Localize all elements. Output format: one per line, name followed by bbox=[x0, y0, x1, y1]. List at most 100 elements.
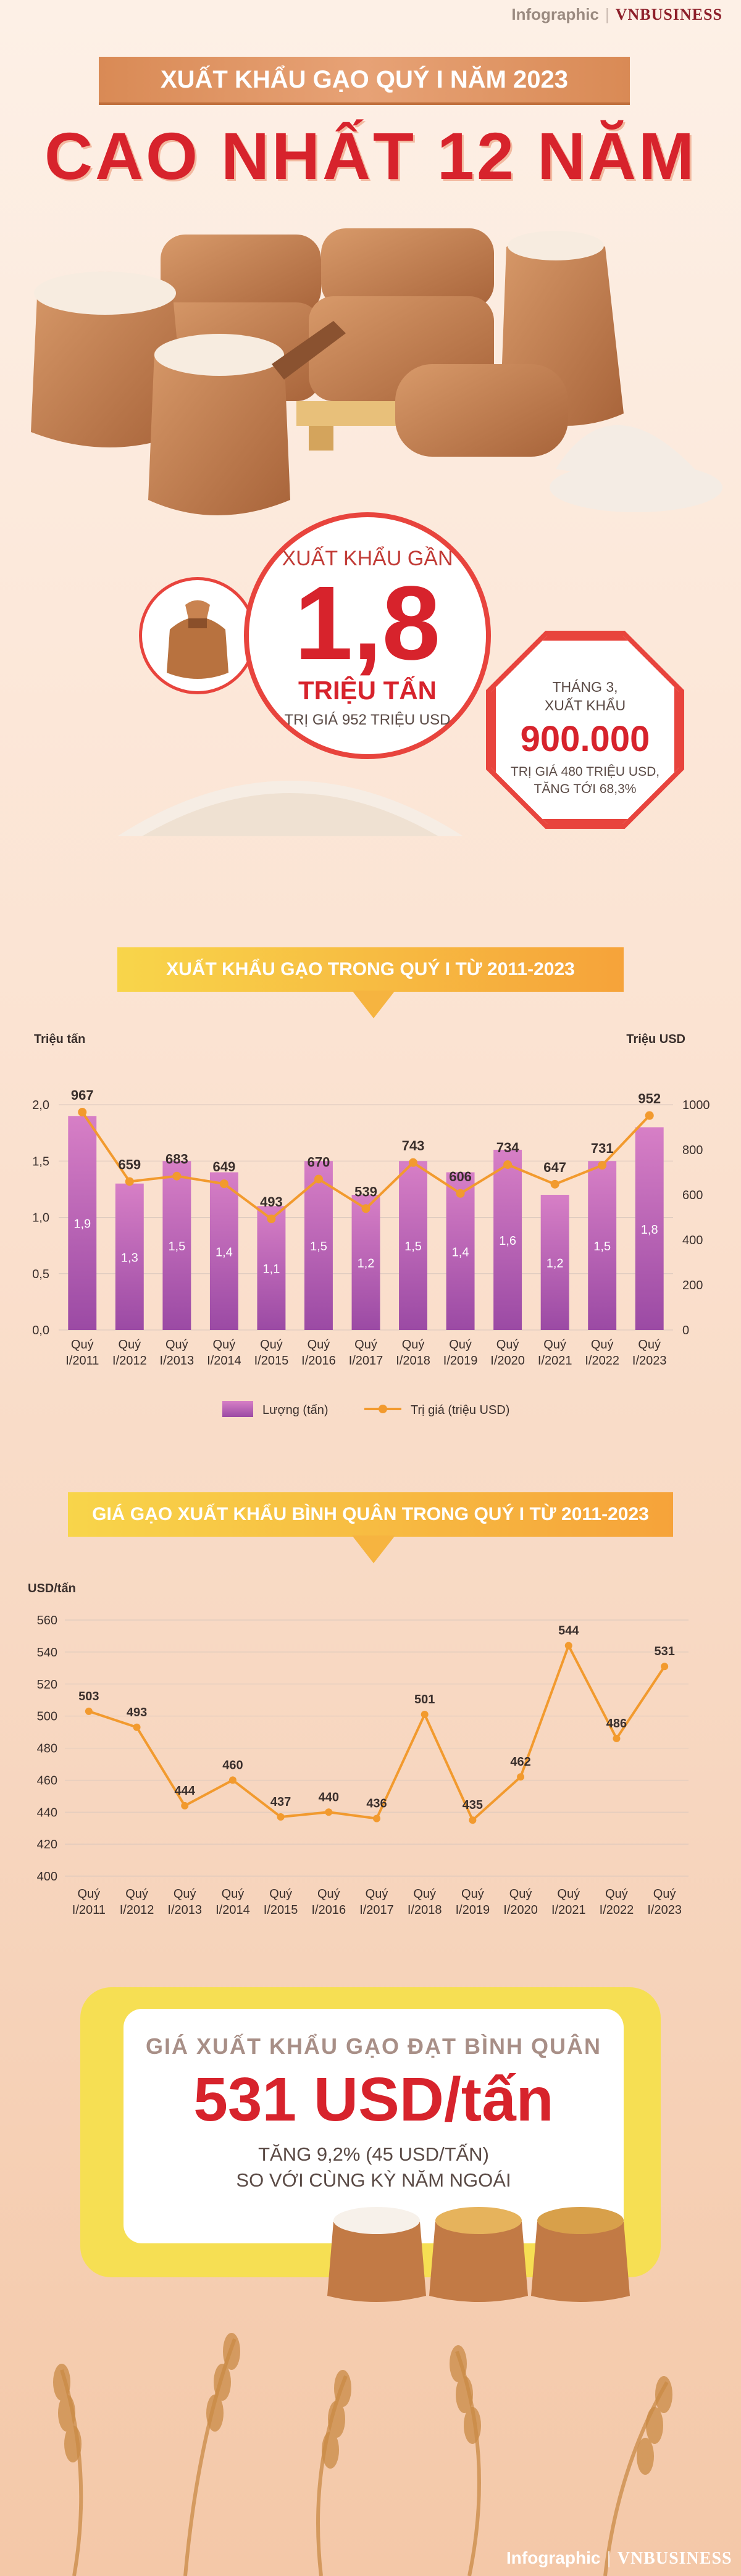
bar-volume bbox=[115, 1183, 144, 1330]
line-point bbox=[503, 1160, 513, 1170]
price-point bbox=[661, 1663, 669, 1671]
x-tick-label: Quý bbox=[402, 1338, 425, 1352]
y-tick: 480 bbox=[37, 1742, 57, 1756]
x-tick-label: Quý bbox=[78, 1887, 101, 1901]
y-tick-right: 200 bbox=[682, 1279, 703, 1292]
bar-volume bbox=[257, 1206, 286, 1330]
x-tick-label: Quý bbox=[317, 1887, 340, 1901]
x-tick-label: Quý bbox=[174, 1887, 196, 1901]
bar-label: 1,5 bbox=[593, 1240, 611, 1253]
price-label: 460 bbox=[222, 1758, 243, 1772]
price-label: 444 bbox=[175, 1784, 196, 1798]
y-tick-left: 2,0 bbox=[32, 1099, 49, 1112]
chart1-title-banner: XUẤT KHẨU GẠO TRONG QUÝ I TỪ 2011-2023 bbox=[117, 947, 624, 992]
price-label: 544 bbox=[558, 1624, 579, 1638]
x-tick-label: I/2020 bbox=[490, 1354, 525, 1368]
price-label: 501 bbox=[414, 1693, 435, 1706]
price-point bbox=[469, 1816, 477, 1824]
x-tick-label: Quý bbox=[653, 1887, 676, 1901]
x-tick-label: I/2015 bbox=[264, 1903, 298, 1917]
bottom-brand: Infographic | VNBUSINESS bbox=[506, 2548, 732, 2569]
line-point bbox=[267, 1215, 276, 1224]
price-point bbox=[373, 1814, 380, 1822]
chart1-arrow bbox=[352, 991, 395, 1018]
y-tick: 500 bbox=[37, 1710, 57, 1724]
chart2-arrow bbox=[352, 1535, 395, 1563]
y-tick-left: 1,0 bbox=[32, 1211, 49, 1225]
highlight-circle: XUẤT KHẨU GẦN 1,8 TRIỆU TẤN TRỊ GIÁ 952 … bbox=[244, 512, 491, 759]
point-label: 649 bbox=[213, 1159, 236, 1174]
chart1-title: XUẤT KHẨU GẠO TRONG QUÝ I TỪ 2011-2023 bbox=[166, 959, 575, 979]
chart2-title: GIÁ GẠO XUẤT KHẨU BÌNH QUÂN TRONG QUÝ I … bbox=[92, 1504, 649, 1524]
bar-label: 1,3 bbox=[121, 1251, 138, 1265]
x-tick-label: I/2012 bbox=[112, 1354, 147, 1368]
bar-volume bbox=[446, 1172, 475, 1330]
x-tick-label: I/2022 bbox=[585, 1354, 619, 1368]
summary-line2: SO VỚI CÙNG KỲ NĂM NGOÁI bbox=[236, 2169, 511, 2191]
march-line3: TRỊ GIÁ 480 TRIỆU USD, bbox=[510, 765, 660, 779]
x-tick-label: I/2014 bbox=[207, 1354, 241, 1368]
bar-volume bbox=[209, 1172, 238, 1330]
legend-label-line: Trị giá (triệu USD) bbox=[411, 1403, 509, 1417]
x-tick-label: I/2014 bbox=[216, 1903, 250, 1917]
brand-infographic-bottom: Infographic bbox=[506, 2548, 601, 2567]
x-tick-label: Quý bbox=[496, 1338, 519, 1352]
bar-volume bbox=[399, 1161, 427, 1330]
bar-label: 1,2 bbox=[358, 1257, 375, 1271]
price-label: 503 bbox=[78, 1690, 99, 1703]
line-point bbox=[125, 1177, 134, 1186]
point-label: 606 bbox=[449, 1169, 472, 1184]
y-tick-right: 0 bbox=[682, 1324, 689, 1337]
point-label: 493 bbox=[260, 1194, 283, 1210]
legend-swatch-bar bbox=[222, 1401, 253, 1417]
line-point bbox=[219, 1179, 228, 1189]
point-label: 967 bbox=[71, 1087, 94, 1103]
price-label: 440 bbox=[319, 1790, 339, 1804]
x-tick-label: Quý bbox=[591, 1338, 614, 1352]
line-point bbox=[78, 1108, 87, 1117]
x-tick-label: Quý bbox=[449, 1338, 472, 1352]
chart2-title-banner: GIÁ GẠO XUẤT KHẨU BÌNH QUÂN TRONG QUÝ I … bbox=[68, 1492, 673, 1537]
bar-label: 1,5 bbox=[310, 1240, 327, 1253]
summary-line1: TĂNG 9,2% (45 USD/TẤN) bbox=[258, 2143, 489, 2165]
y-tick-right: 800 bbox=[682, 1144, 703, 1157]
x-tick-label: I/2013 bbox=[167, 1903, 202, 1917]
point-label: 734 bbox=[496, 1140, 519, 1155]
y-tick-left: 1,5 bbox=[32, 1155, 49, 1168]
bar-volume bbox=[68, 1116, 97, 1330]
x-tick-label: Quý bbox=[366, 1887, 388, 1901]
line-point bbox=[645, 1111, 654, 1120]
x-tick-label: Quý bbox=[308, 1338, 330, 1352]
x-tick-label: Quý bbox=[213, 1338, 236, 1352]
y-tick-right: 1000 bbox=[682, 1099, 710, 1112]
price-label: 486 bbox=[606, 1717, 627, 1730]
bar-label: 1,4 bbox=[452, 1245, 469, 1259]
bar-label: 1,8 bbox=[641, 1223, 658, 1237]
x-tick-label: Quý bbox=[71, 1338, 94, 1352]
point-label: 539 bbox=[354, 1184, 377, 1199]
x-tick-label: I/2023 bbox=[647, 1903, 682, 1917]
march-octagon: THÁNG 3, XUẤT KHẨU 900.000 TRỊ GIÁ 480 TR… bbox=[491, 636, 679, 824]
kicker-banner: XUẤT KHẨU GẠO QUÝ I NĂM 2023 bbox=[99, 57, 630, 102]
point-label: 731 bbox=[591, 1141, 614, 1156]
bar-volume bbox=[162, 1161, 191, 1330]
bottom-sacks-illustration bbox=[327, 2207, 630, 2302]
brand-publisher: VNBUSINESS bbox=[615, 6, 722, 23]
march-line4: TĂNG TỚI 68,3% bbox=[534, 782, 637, 796]
x-tick-label: Quý bbox=[543, 1338, 566, 1352]
legend-swatch-point bbox=[379, 1405, 387, 1413]
point-label: 647 bbox=[543, 1160, 566, 1175]
brand-separator-bottom: | bbox=[606, 2548, 611, 2567]
price-point bbox=[277, 1813, 285, 1821]
price-label: 462 bbox=[510, 1755, 530, 1769]
price-point bbox=[613, 1734, 621, 1742]
x-tick-label: Quý bbox=[125, 1887, 148, 1901]
x-tick-label: I/2015 bbox=[254, 1354, 289, 1368]
line-point bbox=[550, 1179, 559, 1189]
brand-publisher-bottom: VNBUSINESS bbox=[617, 2549, 732, 2568]
x-tick-label: Quý bbox=[269, 1887, 292, 1901]
highlight-note: TRỊ GIÁ 952 TRIỆU USD bbox=[284, 712, 451, 728]
x-tick-label: Quý bbox=[165, 1338, 188, 1352]
x-tick-label: Quý bbox=[354, 1338, 377, 1352]
x-tick-label: Quý bbox=[605, 1887, 628, 1901]
